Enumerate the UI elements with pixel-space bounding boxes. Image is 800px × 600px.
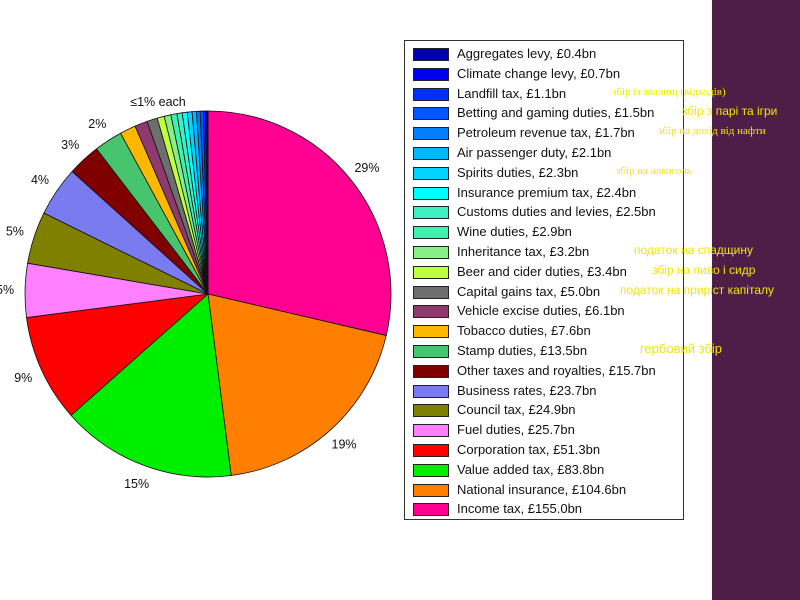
legend-item: Stamp duties, £13.5bn [405, 341, 683, 361]
legend-item: Tobacco duties, £7.6bn [405, 321, 683, 341]
slice-percent-label: 15% [124, 477, 149, 491]
legend-item: Beer and cider duties, £3.4bn [405, 262, 683, 282]
slice-percent-label: 5% [0, 283, 14, 297]
legend-item: Vehicle excise duties, £6.1bn [405, 301, 683, 321]
legend-swatch [413, 265, 449, 279]
legend-item: Landfill tax, £1.1bn [405, 84, 683, 104]
legend-label: Value added tax, £83.8bn [457, 461, 605, 477]
legend-item: Petroleum revenue tax, £1.7bn [405, 123, 683, 143]
legend-swatch [413, 186, 449, 200]
legend-swatch [413, 67, 449, 81]
legend-swatch [413, 226, 449, 240]
legend-item: Wine duties, £2.9bn [405, 222, 683, 242]
legend-label: Council tax, £24.9bn [457, 402, 576, 418]
legend-item: Income tax, £155.0bn [405, 499, 683, 519]
legend-label: Air passenger duty, £2.1bn [457, 145, 612, 160]
legend-swatch [413, 285, 449, 299]
legend-label: National insurance, £104.6bn [457, 481, 627, 497]
legend-swatch [413, 246, 449, 259]
legend-label: Capital gains tax, £5.0bn [457, 283, 601, 299]
pie-slice-0 [207, 110, 392, 337]
legend-label: Wine duties, £2.9bn [457, 224, 572, 240]
chart-legend: Aggregates levy, £0.4bn Climate change le… [404, 40, 684, 520]
slice-percent-label: 9% [14, 371, 32, 385]
legend-swatch [413, 87, 449, 101]
translation-note: збір на пиво і сидр [652, 262, 756, 277]
legend-label: Corporation tax, £51.3bn [457, 442, 601, 457]
legend-label: Fuel duties, £25.7bn [457, 422, 575, 438]
legend-swatch [413, 127, 449, 141]
legend-item: National insurance, £104.6bn [405, 480, 683, 500]
pie-slice-23 [206, 110, 209, 295]
legend-item: Fuel duties, £25.7bn [405, 420, 683, 440]
legend-swatch [413, 384, 449, 398]
legend-item: Insurance premium tax, £2.4bn [405, 183, 683, 203]
legend-item: Betting and gaming duties, £1.5bn [405, 103, 683, 123]
translation-note: збір на дохід від нафти [658, 125, 766, 138]
legend-label: Beer and cider duties, £3.4bn [457, 263, 627, 279]
legend-item: Capital gains tax, £5.0bn [405, 282, 683, 302]
legend-label: Business rates, £23.7bn [457, 382, 597, 398]
legend-item: Customs duties and levies, £2.5bn [405, 202, 683, 222]
legend-label: Stamp duties, £13.5bn [457, 343, 588, 358]
translation-note: податок на приріст капіталу [620, 282, 775, 297]
legend-item: Spirits duties, £2.3bn [405, 163, 683, 183]
legend-label: Betting and gaming duties, £1.5bn [457, 105, 655, 121]
legend-label: Aggregates levy, £0.4bn [457, 46, 597, 61]
slice-percent-label: 4% [31, 173, 49, 187]
legend-label: Landfill tax, £1.1bn [457, 85, 567, 101]
legend-item: Value added tax, £83.8bn [405, 460, 683, 480]
legend-swatch [413, 48, 449, 61]
legend-label: Petroleum revenue tax, £1.7bn [457, 125, 635, 141]
slice-percent-label: 5% [6, 224, 24, 238]
legend-item: Council tax, £24.9bn [405, 400, 683, 420]
translation-note: податок на спадщину [634, 243, 753, 257]
legend-swatch [413, 404, 449, 418]
legend-label: Insurance premium tax, £2.4bn [457, 184, 637, 200]
legend-swatch [413, 166, 449, 180]
slice-percent-label: 2% [88, 117, 106, 131]
legend-item: Aggregates levy, £0.4bn [405, 44, 683, 64]
legend-label: Spirits duties, £2.3bn [457, 164, 579, 180]
legend-label: Inheritance tax, £3.2bn [457, 244, 590, 259]
translation-note: збір із звалищ (відходів) [612, 85, 726, 98]
pie-slice-3 [26, 293, 210, 416]
legend-label: Other taxes and royalties, £15.7bn [457, 362, 656, 378]
decorative-side-band [712, 0, 800, 600]
legend-label: Vehicle excise duties, £6.1bn [457, 303, 625, 319]
legend-swatch [413, 364, 449, 378]
legend-item: Other taxes and royalties, £15.7bn [405, 361, 683, 381]
legend-item: Inheritance tax, £3.2bn [405, 242, 683, 262]
legend-item: Business rates, £23.7bn [405, 381, 683, 401]
translation-note: збір з парі та ігри [682, 104, 778, 119]
legend-swatch [413, 147, 449, 160]
legend-item: Climate change levy, £0.7bn [405, 64, 683, 84]
legend-label: Climate change levy, £0.7bn [457, 65, 621, 81]
legend-label: Income tax, £155.0bn [457, 501, 583, 517]
legend-swatch [413, 305, 449, 319]
legend-item: Corporation tax, £51.3bn [405, 440, 683, 460]
legend-swatch [413, 107, 449, 121]
legend-swatch [413, 206, 449, 220]
pie-slice-1 [207, 293, 387, 476]
legend-swatch [413, 444, 449, 457]
small-slices-label: ≤1% each [130, 95, 186, 109]
slice-percent-label: 29% [354, 161, 379, 175]
legend-swatch [413, 463, 449, 477]
legend-swatch [413, 325, 449, 339]
slice-percent-label: 3% [61, 138, 79, 152]
legend-item: Air passenger duty, £2.1bn [405, 143, 683, 163]
pie-slice-2 [70, 293, 232, 478]
legend-label: Customs duties and levies, £2.5bn [457, 204, 656, 220]
legend-swatch [413, 483, 449, 497]
translation-note: збір на алкоголь [616, 164, 692, 177]
legend-swatch [413, 424, 449, 438]
translation-note: гербовий збір [640, 341, 723, 356]
legend-swatch [413, 345, 449, 358]
slice-percent-label: 19% [332, 438, 357, 452]
legend-label: Tobacco duties, £7.6bn [457, 323, 591, 339]
pie-chart: 29% 19% 15% 9% 5% 5% 4% 3% 2% ≤1% each [0, 95, 392, 491]
legend-swatch [413, 503, 449, 517]
